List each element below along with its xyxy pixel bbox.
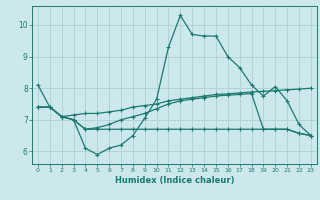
X-axis label: Humidex (Indice chaleur): Humidex (Indice chaleur)	[115, 176, 234, 185]
